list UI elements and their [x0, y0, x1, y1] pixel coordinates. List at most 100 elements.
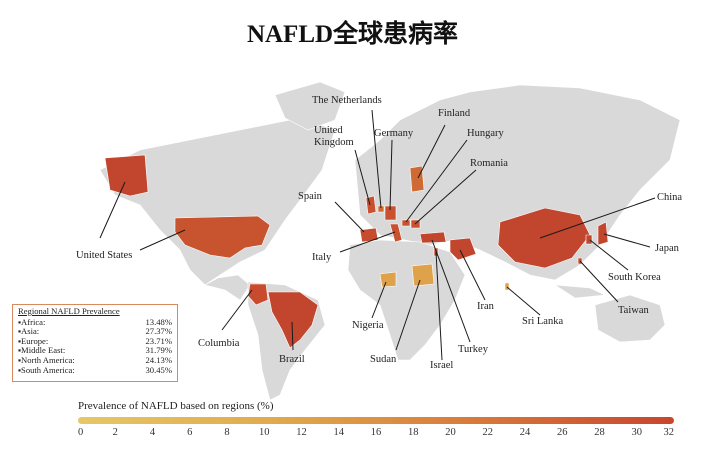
- label-south-korea: South Korea: [608, 272, 661, 283]
- region-south-korea[interactable]: [585, 234, 593, 245]
- label-romania: Romania: [470, 158, 508, 169]
- label-taiwan: Taiwan: [618, 305, 650, 316]
- legend-row-middle-east: ▪Middle East: 31.79%: [18, 346, 172, 356]
- legend-row-north-america: ▪North America: 24.13%: [18, 354, 173, 366]
- label-japan: Japan: [655, 243, 680, 254]
- scale-tick-0: 0: [78, 427, 84, 438]
- label-columbia: Columbia: [198, 338, 240, 349]
- region-sudan[interactable]: [411, 263, 435, 287]
- leader-netherlands: [371, 109, 382, 209]
- legend-region-value: 23.71%: [145, 335, 173, 346]
- legend-row-south-america: ▪South America: 30.45%: [18, 364, 173, 376]
- legend-region-value: 30.45%: [145, 364, 173, 375]
- landmass-indonesia: [554, 284, 607, 299]
- leader-italy: [339, 231, 396, 253]
- region-hungary[interactable]: [401, 219, 411, 227]
- leader-brazil: [291, 321, 294, 351]
- scale-tick-6: 6: [187, 427, 193, 438]
- label-germany: Germany: [374, 128, 414, 139]
- scale-tick-8: 8: [224, 427, 230, 438]
- label-finland: Finland: [438, 108, 471, 119]
- region-turkey[interactable]: [419, 231, 447, 244]
- region-netherlands[interactable]: [377, 205, 385, 213]
- region-italy[interactable]: [389, 223, 403, 243]
- color-scale-title: Prevalence of NAFLD based on regions (%): [78, 400, 274, 412]
- label-united-states: United States: [76, 250, 132, 261]
- regional-prevalence-legend: Regional NAFLD Prevalence ▪Africa: 13.48…: [12, 304, 178, 382]
- scale-tick-2: 2: [112, 427, 118, 438]
- leader-romania: [414, 169, 477, 225]
- legend-region-label: ▪Europe:: [18, 335, 49, 346]
- region-columbia[interactable]: [247, 283, 269, 306]
- leader-iran: [459, 249, 486, 301]
- legend-region-value: 24.13%: [145, 354, 173, 365]
- region-iran[interactable]: [449, 237, 477, 261]
- label-hungary: Hungary: [467, 128, 504, 139]
- leader-china: [539, 197, 656, 239]
- legend-region-value: 13.48%: [145, 316, 173, 327]
- scale-tick-24: 24: [519, 427, 531, 438]
- scale-tick-10: 10: [259, 427, 270, 438]
- scale-tick-16: 16: [370, 427, 382, 438]
- color-scale-ticks: 0 2 4 6 8 10 12 14 16 18 20 22 24 26 28 30 32: [78, 427, 674, 441]
- label-the-netherlands: The Netherlands: [312, 95, 382, 106]
- region-united-states[interactable]: [174, 215, 271, 259]
- region-japan[interactable]: [597, 221, 609, 246]
- label-china: China: [657, 192, 682, 203]
- leader-sudan: [395, 279, 421, 351]
- region-germany[interactable]: [384, 205, 397, 221]
- landmass-africa: [347, 239, 466, 361]
- region-spain[interactable]: [359, 227, 379, 243]
- label-nigeria: Nigeria: [352, 320, 384, 331]
- scale-tick-32: 32: [663, 427, 675, 438]
- leader-nigeria: [371, 281, 387, 319]
- label-sri-lanka: Sri Lanka: [522, 316, 563, 327]
- scale-tick-12: 12: [296, 427, 307, 438]
- leader-united-states: [139, 229, 186, 251]
- label-brazil: Brazil: [279, 354, 305, 365]
- scale-tick-30: 30: [631, 427, 643, 438]
- landmass-north-america: [99, 117, 336, 286]
- scale-tick-20: 20: [445, 427, 456, 438]
- leader-south-korea: [589, 239, 629, 271]
- legend-region-label: ▪Asia:: [18, 326, 40, 337]
- label-sudan: Sudan: [370, 354, 397, 365]
- legend-title: Regional NAFLD Prevalence: [18, 306, 120, 316]
- legend-region-value: 31.79%: [145, 345, 173, 356]
- scale-tick-28: 28: [594, 427, 605, 438]
- region-china[interactable]: [497, 207, 591, 269]
- legend-row-asia: ▪Asia: 27.37%: [18, 327, 172, 337]
- leader-sri-lanka: [506, 286, 541, 316]
- scale-tick-22: 22: [482, 427, 494, 438]
- legend-row-europe: ▪Europe: 23.71%: [18, 335, 173, 347]
- label-spain: Spain: [298, 191, 323, 202]
- label-united-kingdom-line1: United: [314, 125, 343, 136]
- legend-row-africa: ▪Africa: 13.48%: [18, 316, 173, 328]
- leader-germany: [389, 139, 393, 211]
- label-italy: Italy: [312, 252, 332, 263]
- scale-tick-4: 4: [149, 427, 156, 438]
- scale-tick-18: 18: [408, 427, 419, 438]
- region-sri-lanka[interactable]: [504, 282, 510, 291]
- landmass-greenland: [274, 81, 346, 131]
- leader-hungary: [405, 139, 468, 223]
- region-united-kingdom[interactable]: [365, 195, 377, 215]
- label-turkey: Turkey: [458, 344, 489, 355]
- legend-region-label: ▪North America:: [18, 354, 75, 365]
- legend-region-value: 27.37%: [145, 326, 173, 337]
- region-alaska[interactable]: [104, 154, 149, 197]
- label-united-kingdom-line2: Kingdom: [314, 137, 354, 148]
- leader-columbia: [221, 289, 253, 331]
- label-israel: Israel: [430, 360, 453, 371]
- country-labels: United States Columbia Brazil Spain Unit…: [76, 95, 682, 371]
- scale-tick-26: 26: [557, 427, 568, 438]
- scale-tick-14: 14: [333, 427, 345, 438]
- region-brazil[interactable]: [267, 291, 319, 349]
- leader-lines: [99, 109, 656, 361]
- leader-taiwan: [579, 260, 619, 303]
- leader-japan: [603, 233, 651, 248]
- leader-turkey: [431, 239, 471, 343]
- region-nigeria[interactable]: [379, 271, 397, 288]
- legend-region-label: ▪Africa:: [18, 316, 46, 327]
